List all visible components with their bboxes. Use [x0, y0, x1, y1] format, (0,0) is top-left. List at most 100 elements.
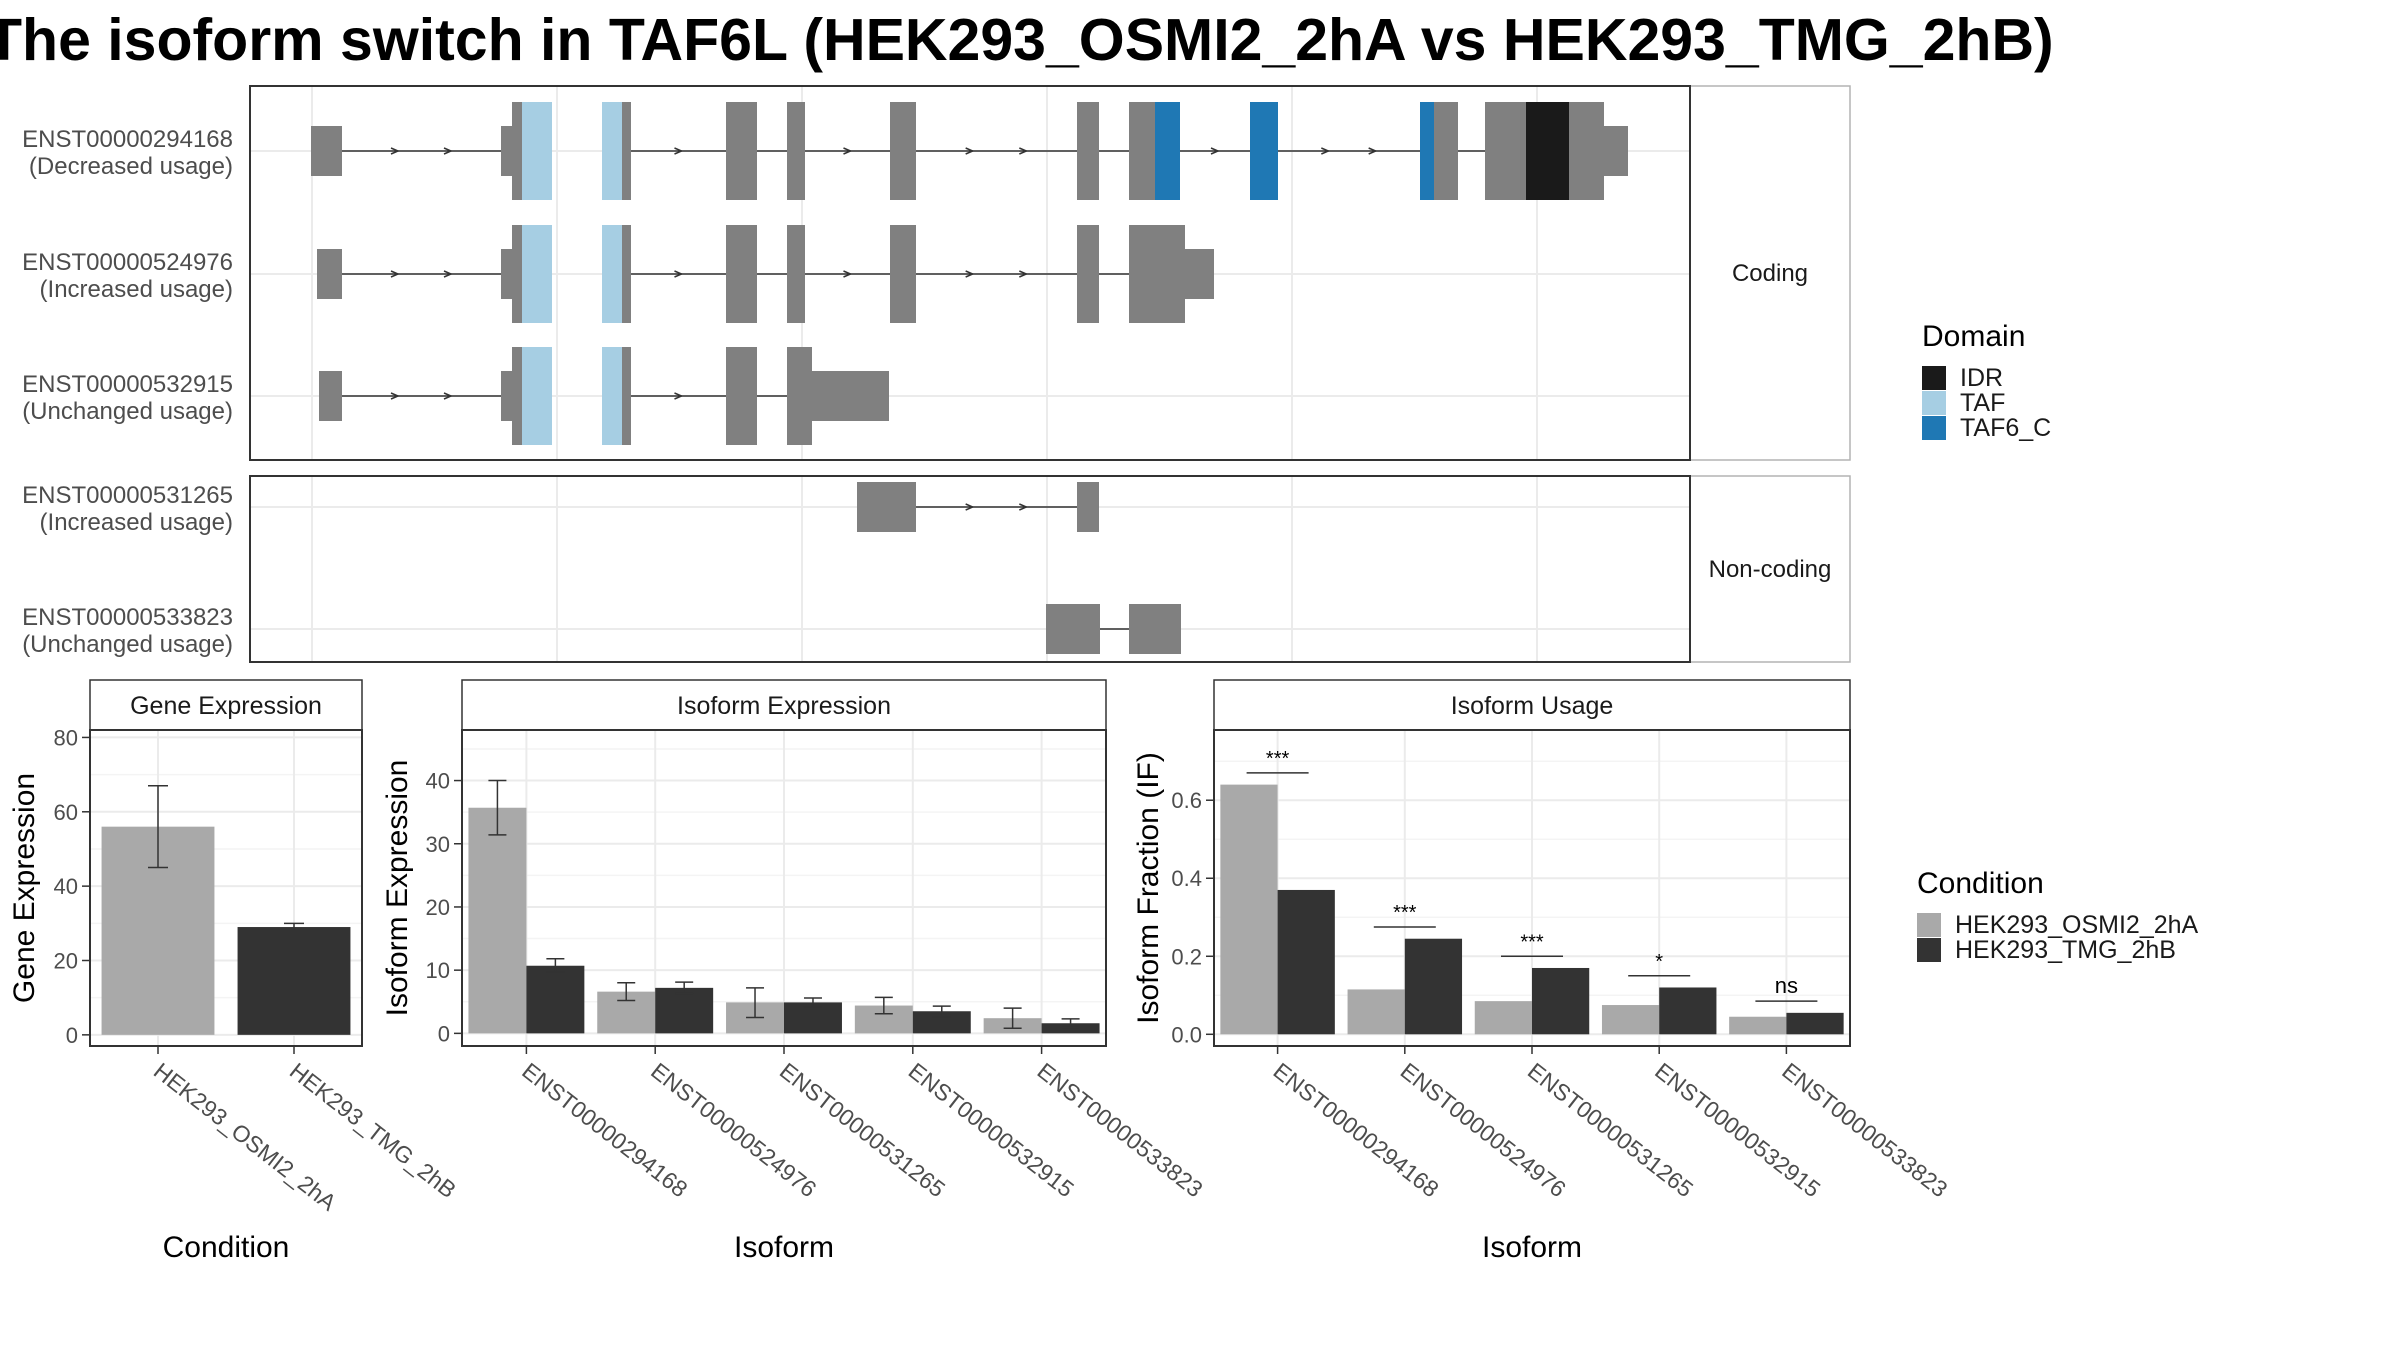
- intron-arrow: [965, 270, 975, 278]
- significance-label: ***: [1520, 931, 1544, 953]
- intron-arrow: [1368, 147, 1378, 155]
- bar-ENST00000533823-0: [1729, 1016, 1787, 1035]
- bar-ENST00000532915-1: [1659, 987, 1717, 1035]
- exon: [857, 482, 916, 532]
- exon: [787, 347, 812, 445]
- legend-domain-label: IDR: [1960, 364, 2003, 392]
- chart-title: Gene Expression: [130, 692, 322, 720]
- y-axis-title: Isoform Expression: [381, 760, 414, 1017]
- y-tick-label: 0: [66, 1023, 78, 1048]
- intron-arrow: [443, 147, 453, 155]
- bar-ENST00000524976-1: [1404, 938, 1463, 1035]
- significance-label: ns: [1775, 973, 1798, 998]
- y-tick-label: 0.0: [1171, 1022, 1202, 1047]
- y-tick-label: 0.2: [1171, 944, 1202, 969]
- y-tick-label: 10: [426, 958, 450, 983]
- intron-arrow: [1321, 147, 1331, 155]
- chart-strip: [89, 679, 363, 731]
- exon: [602, 225, 622, 323]
- y-tick-label: 0.4: [1171, 866, 1202, 891]
- exon: [1155, 102, 1180, 200]
- transcript-id-label: ENST00000533823: [22, 604, 233, 631]
- significance-label: ***: [1393, 902, 1417, 924]
- transcript-id-label: ENST00000531265: [22, 482, 233, 509]
- structure-panel-border: [249, 85, 1691, 461]
- exon: [890, 102, 916, 200]
- exon: [1046, 604, 1100, 654]
- intron-arrow: [443, 270, 453, 278]
- chart-title: Isoform Expression: [677, 692, 891, 720]
- intron-arrow: [843, 147, 853, 155]
- exon: [812, 371, 889, 421]
- transcript-usage-label: (Unchanged usage): [22, 398, 233, 425]
- bar-ENST00000294168-0: [468, 807, 527, 1034]
- y-tick-label: 30: [426, 832, 450, 857]
- exon: [890, 225, 916, 323]
- chart-panel-border: [89, 729, 363, 1047]
- exon: [512, 347, 522, 445]
- exon: [726, 102, 757, 200]
- legend-domain-key: [1922, 391, 1946, 415]
- intron-arrow: [965, 147, 975, 155]
- exon: [1185, 249, 1214, 299]
- bar-ENST00000532915-1: [912, 1011, 971, 1034]
- legend-condition-key: [1917, 938, 1941, 962]
- x-axis-title: Isoform: [734, 1231, 834, 1264]
- bar-ENST00000532915-0: [1601, 1005, 1660, 1035]
- structure-panel-bg: [250, 476, 1690, 662]
- bar-ENST00000531265-1: [1532, 967, 1590, 1035]
- legend-domain-key: [1922, 416, 1946, 440]
- exon: [1420, 102, 1434, 200]
- y-tick-label: 40: [426, 769, 450, 794]
- exon: [1485, 102, 1526, 200]
- legend-condition-label: HEK293_OSMI2_2hA: [1955, 911, 2199, 939]
- significance-label: *: [1655, 951, 1663, 973]
- intron-arrow: [965, 503, 975, 511]
- facet-strip-label: Non-coding: [1709, 556, 1832, 583]
- intron-arrow: [1210, 147, 1220, 155]
- y-axis-title: Gene Expression: [8, 773, 41, 1003]
- bar-ENST00000524976-0: [1347, 989, 1405, 1035]
- transcript-id-label: ENST00000524976: [22, 249, 233, 276]
- y-tick-label: 20: [426, 895, 450, 920]
- intron-arrow: [390, 147, 400, 155]
- exon: [1129, 102, 1155, 200]
- intron-arrow: [390, 392, 400, 400]
- y-tick-label: 60: [54, 800, 78, 825]
- exon: [317, 249, 342, 299]
- exon: [787, 102, 805, 200]
- exon: [522, 347, 552, 445]
- intron-arrow: [1019, 270, 1029, 278]
- legend-domain-label: TAF: [1960, 389, 2005, 417]
- figure-title: The isoform switch in TAF6L (HEK293_OSMI…: [0, 7, 2054, 73]
- y-tick-label: 0: [438, 1021, 450, 1046]
- intron-arrow: [843, 270, 853, 278]
- chart-strip: [461, 679, 1107, 731]
- intron-arrow: [443, 392, 453, 400]
- exon: [622, 225, 631, 323]
- y-tick-label: 80: [54, 725, 78, 750]
- exon: [622, 102, 631, 200]
- exon: [319, 371, 342, 421]
- facet-strip: [1689, 85, 1851, 461]
- legend-domain-title: Domain: [1922, 320, 2025, 353]
- exon: [501, 371, 512, 421]
- exon: [1129, 225, 1185, 323]
- intron-arrow: [1019, 503, 1029, 511]
- significance-label: ***: [1266, 748, 1290, 770]
- facet-strip-label: Coding: [1732, 260, 1808, 287]
- legend-domain-label: TAF6_C: [1960, 414, 2051, 442]
- y-tick-label: 0.6: [1171, 788, 1202, 813]
- legend-condition-title: Condition: [1917, 867, 2044, 900]
- x-axis-title: Isoform: [1482, 1231, 1582, 1264]
- exon: [1250, 102, 1278, 200]
- legend-condition-label: HEK293_TMG_2hB: [1955, 936, 2176, 964]
- exon: [1129, 604, 1181, 654]
- bar-ENST00000294168-1: [1277, 889, 1335, 1035]
- exon: [501, 249, 512, 299]
- exon: [522, 225, 552, 323]
- exon: [1569, 102, 1604, 200]
- intron-arrow: [674, 392, 684, 400]
- facet-strip: [1689, 475, 1851, 663]
